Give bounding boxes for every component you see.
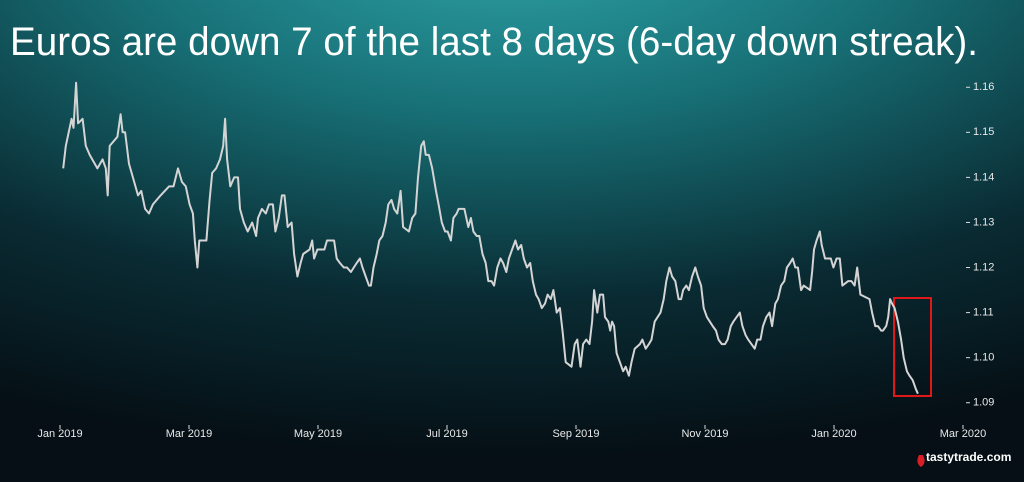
y-tick-label: 1.13 [973,216,994,228]
x-tick-label: Mar 2020 [940,428,986,440]
logo: tastytrade.com [926,450,1011,464]
y-tick-label: 1.14 [973,171,994,183]
chart-title: Euros are down 7 of the last 8 days (6-d… [10,20,978,64]
price-line [62,81,919,395]
highlight-box [893,297,932,397]
x-tick-label: Jan 2019 [37,428,82,440]
x-tick-label: Mar 2019 [166,428,212,440]
y-tick-label: 1.12 [973,261,994,273]
y-tick-label: 1.09 [973,397,994,409]
logo-icon [917,455,925,467]
y-tick-label: 1.15 [973,126,994,138]
x-tick-label: May 2019 [294,428,342,440]
x-tick-label: Nov 2019 [681,428,728,440]
x-tick-label: Jul 2019 [426,428,468,440]
y-tick-label: 1.10 [973,352,994,364]
y-tick-label: 1.11 [973,307,994,319]
x-tick-label: Jan 2020 [811,428,856,440]
y-tick-label: 1.16 [973,81,994,93]
x-tick-label: Sep 2019 [552,428,599,440]
